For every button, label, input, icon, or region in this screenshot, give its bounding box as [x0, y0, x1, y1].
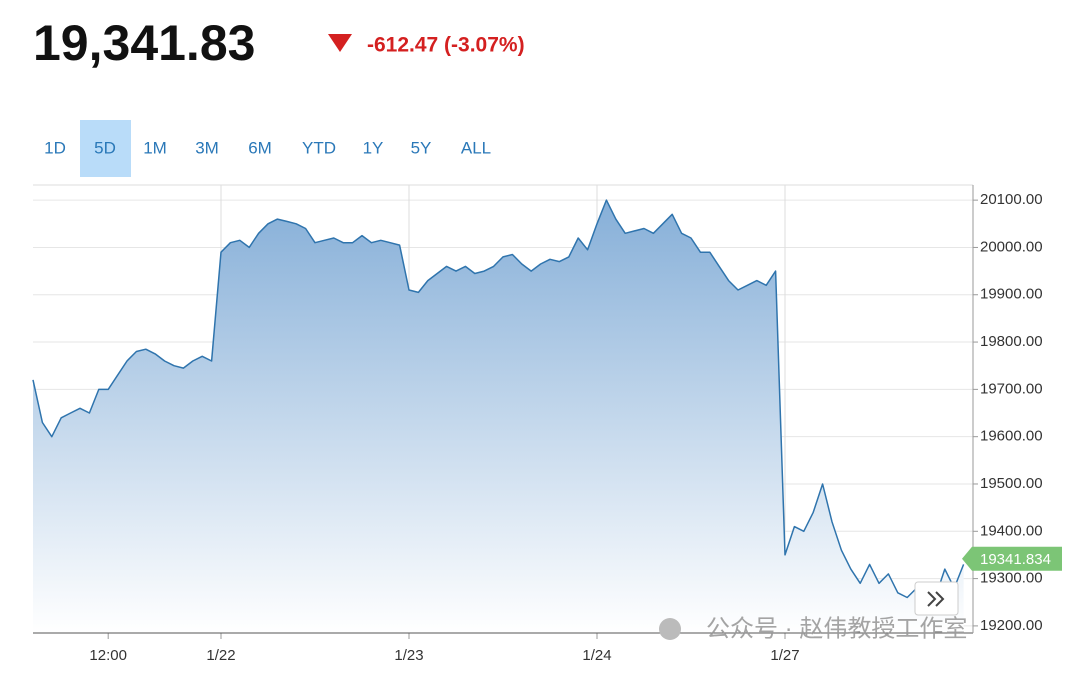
price-line	[32, 199, 965, 599]
range-buttons: 1D 5D 1M 3M 6M YTD 1Y 5Y ALL	[44, 120, 491, 177]
y-tick-label: 19200.00	[980, 617, 1043, 634]
y-tick-label: 19300.00	[980, 570, 1043, 587]
watermark: 公众号 · 赵伟教授工作室	[706, 615, 967, 642]
price-change: -612.47 (-3.07%)	[367, 34, 525, 57]
y-tick-label: 19600.00	[980, 428, 1043, 445]
down-arrow	[328, 34, 352, 52]
x-tick-label: 1/24	[582, 647, 611, 664]
range-button[interactable]: YTD	[302, 138, 336, 157]
x-tick-label: 1/23	[394, 647, 423, 664]
x-tick-label: 1/27	[770, 647, 799, 664]
range-button[interactable]: 1M	[143, 138, 167, 157]
price-tag-label: 19341.834	[980, 551, 1051, 568]
area-fill	[33, 200, 964, 633]
range-button[interactable]: 3M	[195, 138, 219, 157]
selected-range-bg	[80, 120, 131, 177]
watermark-icon	[659, 618, 681, 640]
plot: 19200.00 19300.00 19400.00 19500.00 19600.00…	[32, 184, 1062, 664]
y-tick-label: 19800.00	[980, 333, 1043, 350]
scroll-button[interactable]	[914, 581, 959, 616]
y-tick-label: 19500.00	[980, 475, 1043, 492]
x-tick-label: 12:00	[89, 647, 127, 664]
x-tick-label: 1/22	[206, 647, 235, 664]
y-tick-label: 19900.00	[980, 286, 1043, 303]
price: 19,341.83	[33, 15, 255, 71]
range-button[interactable]: 6M	[248, 138, 272, 157]
range-button[interactable]: 5Y	[411, 138, 432, 157]
range-button[interactable]: 1Y	[363, 138, 384, 157]
y-tick-label: 20000.00	[980, 238, 1043, 255]
range-button[interactable]: 1D	[44, 138, 66, 157]
y-tick-label: 19400.00	[980, 522, 1043, 539]
y-tick-label: 20100.00	[980, 191, 1043, 208]
y-tick-label: 19700.00	[980, 380, 1043, 397]
range-button[interactable]: ALL	[461, 138, 491, 157]
price-tag	[962, 546, 1062, 571]
range-button[interactable]: 5D	[94, 138, 116, 157]
